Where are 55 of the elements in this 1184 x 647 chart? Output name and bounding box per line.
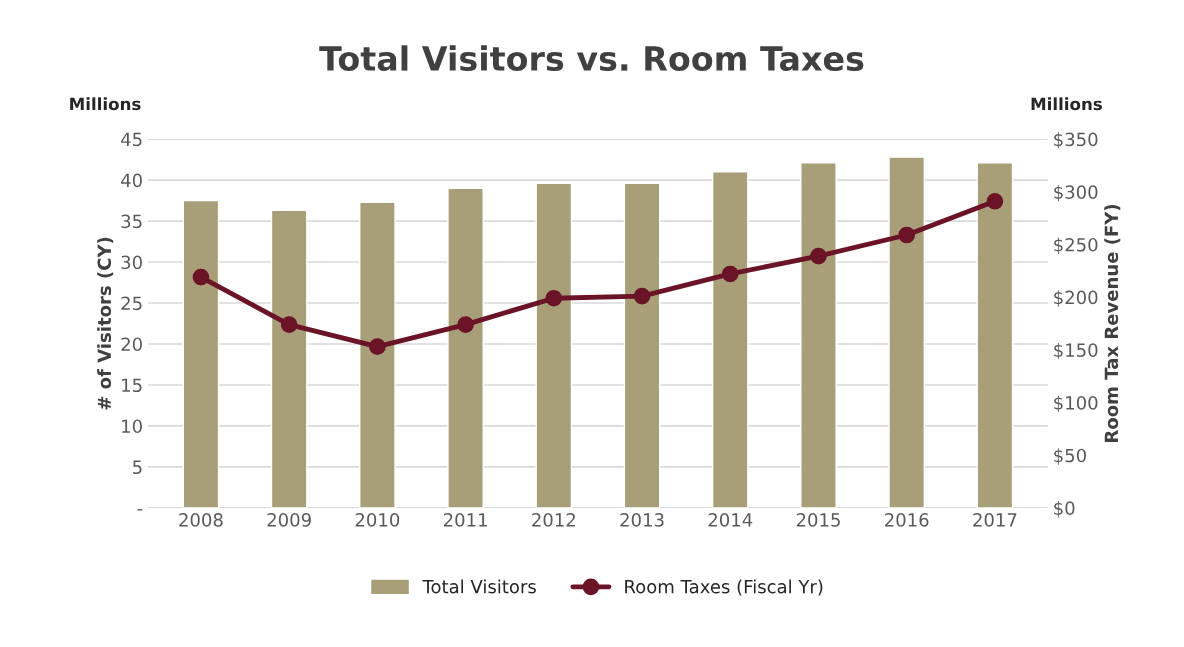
- bar: [888, 156, 926, 508]
- text: Millions: [70, 97, 141, 111]
- y-tick-label: 10: [122, 419, 142, 434]
- bar: [623, 182, 661, 508]
- y-tick-label: 40: [121, 173, 142, 188]
- y-tick-label: 45: [121, 132, 142, 147]
- x-tick-label: 2014: [708, 513, 753, 527]
- y-tick-label: -: [137, 509, 143, 511]
- y2-tick-label: $250: [1054, 237, 1098, 254]
- point: [721, 265, 739, 283]
- y-tick-label: 35: [121, 214, 142, 229]
- text: Millions: [1031, 97, 1102, 111]
- y-tick-label: 5: [133, 460, 142, 475]
- y2-tick-label: $200: [1054, 290, 1098, 307]
- y2-tick-label: $50: [1054, 448, 1086, 465]
- point: [633, 287, 651, 305]
- point: [280, 316, 298, 333]
- legend-label: Total Visitors: [422, 579, 536, 594]
- x-tick-label: 2017: [973, 513, 1017, 527]
- point: [898, 226, 916, 244]
- point: [369, 338, 386, 356]
- y-axis-title: # of Visitors (CY): [97, 237, 114, 410]
- bar: [447, 187, 484, 508]
- bar: [182, 199, 220, 508]
- point: [986, 192, 1004, 210]
- bar: [359, 201, 396, 508]
- x-tick-label: 2010: [355, 513, 400, 527]
- point: [457, 316, 474, 333]
- x-tick-label: 2013: [620, 513, 664, 527]
- x-tick-label: 2012: [532, 513, 575, 527]
- y2-axis-title: Room Tax Revenue (FY): [1104, 204, 1121, 442]
- x-tick-label: 2008: [179, 513, 223, 527]
- bar: [976, 162, 1014, 508]
- legend-label: Room Taxes (Fiscal Yr): [625, 579, 823, 596]
- point: [810, 247, 827, 265]
- y2-tick-label: $100: [1054, 395, 1098, 413]
- y-tick-label: 30: [121, 255, 142, 270]
- bar: [711, 171, 749, 508]
- x-tick-label: 2011: [443, 513, 487, 527]
- y-tick-label: 20: [121, 337, 142, 352]
- y2-tick-label: $350: [1054, 132, 1098, 149]
- y-tick-label: 25: [121, 296, 142, 311]
- y2-tick-label: $0: [1054, 501, 1075, 518]
- point: [545, 289, 563, 307]
- point: [192, 268, 210, 286]
- x-tick-label: 2016: [885, 513, 929, 527]
- y2-tick-label: $300: [1054, 184, 1098, 202]
- y2-tick-label: $150: [1054, 342, 1098, 360]
- bar: [800, 162, 837, 508]
- x-tick-label: 2009: [267, 513, 311, 527]
- x-tick-label: 2015: [796, 513, 840, 527]
- bar: [270, 209, 308, 508]
- chart-title: Total Visitors vs. Room Taxes: [319, 45, 864, 72]
- y-tick-label: 15: [122, 378, 142, 393]
- bar: [535, 182, 573, 508]
